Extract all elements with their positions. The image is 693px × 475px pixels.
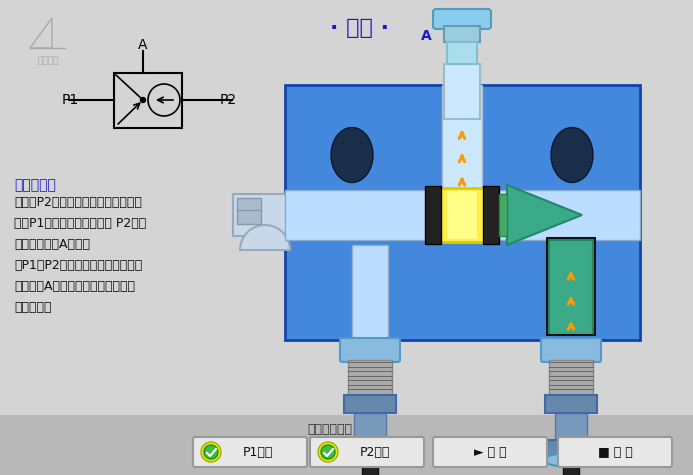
Bar	[0, 415, 693, 475]
Bar	[563, 458, 579, 475]
Bar	[114, 73, 182, 128]
Text: ► 播 放: ► 播 放	[474, 446, 507, 458]
Bar	[483, 186, 499, 244]
FancyBboxPatch shape	[340, 338, 400, 362]
Ellipse shape	[343, 453, 397, 467]
Text: P2进气: P2进气	[360, 446, 390, 458]
Ellipse shape	[544, 453, 598, 467]
Text: ■ 复 位: ■ 复 位	[597, 446, 633, 458]
Text: 当通道P2进气时，将阀芯推向左边，: 当通道P2进气时，将阀芯推向左边，	[14, 196, 142, 209]
Ellipse shape	[201, 442, 221, 462]
FancyBboxPatch shape	[433, 9, 491, 29]
FancyBboxPatch shape	[433, 437, 547, 467]
FancyBboxPatch shape	[193, 437, 307, 467]
Bar	[237, 210, 261, 224]
Bar	[439, 188, 485, 242]
Bar	[499, 194, 507, 236]
Text: A: A	[138, 38, 148, 52]
Text: 通路P1被关闭，于是气体从 P2进入: 通路P1被关闭，于是气体从 P2进入	[14, 217, 146, 230]
Bar	[545, 395, 597, 413]
Text: A: A	[421, 29, 432, 43]
Ellipse shape	[204, 445, 218, 459]
Bar	[425, 186, 441, 244]
Bar	[285, 85, 640, 340]
Ellipse shape	[321, 445, 335, 459]
Text: 功能说明：: 功能说明：	[14, 178, 56, 192]
Bar	[545, 440, 597, 458]
Circle shape	[141, 97, 146, 103]
Bar	[555, 413, 587, 453]
Bar	[549, 240, 593, 335]
Bar	[447, 191, 477, 239]
Ellipse shape	[551, 127, 593, 182]
Text: 压力高，A就与哪端相通，另一端就: 压力高，A就与哪端相通，另一端就	[14, 280, 135, 293]
Bar	[352, 245, 388, 360]
Bar	[344, 440, 396, 458]
Bar	[237, 198, 261, 212]
Bar	[444, 26, 480, 42]
Text: P2: P2	[220, 93, 237, 107]
FancyBboxPatch shape	[310, 437, 424, 467]
Polygon shape	[507, 185, 582, 245]
Ellipse shape	[331, 127, 373, 182]
Ellipse shape	[318, 442, 338, 462]
Bar	[547, 238, 595, 335]
FancyBboxPatch shape	[558, 437, 672, 467]
Text: · 梭阀 ·: · 梭阀 ·	[331, 18, 389, 38]
Text: 自动关闭。: 自动关闭。	[14, 301, 51, 314]
Wedge shape	[240, 225, 290, 250]
Bar	[348, 360, 392, 398]
FancyBboxPatch shape	[541, 338, 601, 362]
Text: P1: P1	[62, 93, 79, 107]
Text: P1进气: P1进气	[243, 446, 273, 458]
Bar	[362, 458, 378, 475]
Bar	[344, 395, 396, 413]
Bar	[354, 413, 386, 453]
Bar	[444, 64, 480, 119]
Text: 阀芯向左移动: 阀芯向左移动	[308, 423, 353, 436]
Text: 达米教育: 达米教育	[37, 56, 59, 65]
Bar	[447, 42, 477, 64]
Bar	[442, 85, 482, 215]
Text: P1: P1	[359, 323, 377, 336]
Text: 机工教育: 机工教育	[25, 435, 85, 459]
Bar	[285, 190, 640, 240]
Bar	[233, 194, 293, 236]
Text: P2: P2	[560, 323, 578, 336]
Text: 当P1、P2同时进气时，哪端气体的: 当P1、P2同时进气时，哪端气体的	[14, 259, 142, 272]
Bar	[549, 360, 593, 398]
Text: 阀体，从通道A流出。: 阀体，从通道A流出。	[14, 238, 90, 251]
